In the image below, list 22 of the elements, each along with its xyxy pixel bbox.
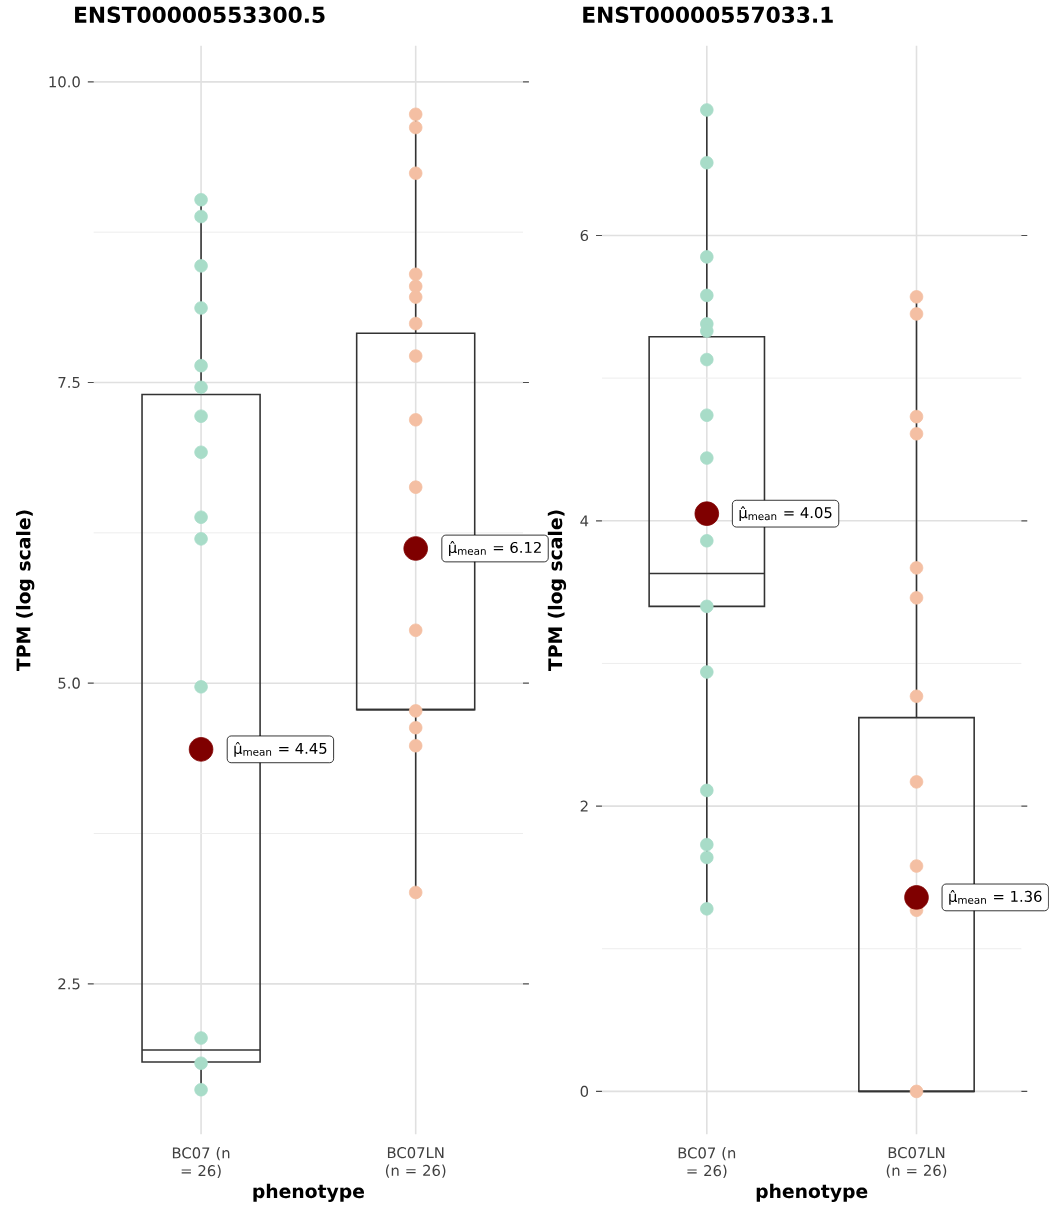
y-tick-label: 2 xyxy=(580,800,588,812)
annotation: μ̂$_{mean}$ = 1.36 xyxy=(949,889,1042,905)
x-tick-label: BC07LN (n = 26) xyxy=(386,1147,446,1178)
x-tick-label: BC07 (n = 26) xyxy=(678,1147,736,1179)
x-tick-label: BC07LN (n = 26) xyxy=(886,1147,947,1178)
chart-title: ENST00000553300.5 xyxy=(75,6,325,23)
y-axis-title: TPM (log scale) xyxy=(16,510,35,671)
y-tick-label: 5.0 xyxy=(58,677,80,689)
x-tick-label: BC07 (n = 26) xyxy=(173,1147,230,1179)
y-tick-label: 2.5 xyxy=(58,978,80,990)
y-tick-label: 4 xyxy=(580,515,589,527)
y-axis-title: TPM (log scale) xyxy=(547,510,567,671)
annotation: μ̂$_{mean}$ = 6.12 xyxy=(449,541,541,556)
y-tick-label: 6 xyxy=(580,229,589,242)
annotation: μ̂$_{mean}$ = 4.45 xyxy=(234,741,327,757)
y-tick-label: 10.0 xyxy=(49,76,80,88)
chart-title: ENST00000557033.1 xyxy=(583,6,833,23)
y-tick-label: 7.5 xyxy=(58,377,80,389)
x-axis-title: phenotype xyxy=(756,1183,868,1203)
x-axis-title: phenotype xyxy=(253,1183,365,1203)
y-tick-label: 0 xyxy=(580,1085,589,1098)
annotation: μ̂$_{mean}$ = 4.05 xyxy=(739,506,832,522)
